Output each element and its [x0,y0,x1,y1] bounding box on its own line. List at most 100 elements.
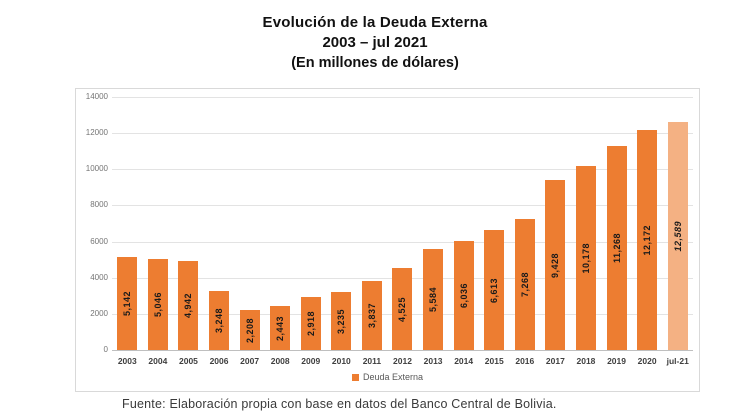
legend-swatch-icon [351,374,359,381]
x-tick-label-2008: 2008 [270,356,290,366]
bar-value-2004: 5,046 [152,292,163,318]
bar-slot-2003: 5,142 [112,97,143,350]
bar-value-2019: 11,268 [611,233,622,264]
bar-2014: 6,036 [453,241,474,350]
bar-slot-2004: 5,046 [143,97,174,350]
bar-value-2012: 4,525 [397,296,408,322]
x-tick-label-2013: 2013 [423,356,443,366]
bar-value-2015: 6,613 [489,277,500,303]
x-tick-label-2014: 2014 [454,356,474,366]
bar-value-2014: 6,036 [458,283,469,309]
bar-slot-2009: 2,918 [295,97,326,350]
x-tick-label-2018: 2018 [576,356,596,366]
plot-area: 5,142 5,046 4,942 3,248 2,208 2,443 2,918 3,235… [112,97,693,351]
x-tick-label-2012: 2012 [393,356,412,366]
bar-2009: 2,918 [300,297,321,350]
chart-title-line2: 2003 – jul 2021 [322,34,428,51]
y-tick-label-10000: 10000 [85,164,108,174]
y-tick-label-0: 0 [103,345,108,354]
bar-2016: 7,268 [514,219,535,350]
bar-slot-2020: 12,172 [632,97,663,350]
bar-value-2017: 9,428 [550,252,561,278]
bar-value-2003: 5,142 [122,291,133,317]
gridline-6000 [112,241,693,243]
x-tick-label-2005: 2005 [178,356,198,366]
y-tick-label-8000: 8000 [90,200,108,210]
x-tick-label-2010: 2010 [331,356,351,366]
bar-slot-2007: 2,208 [234,97,265,350]
bar-2015: 6,613 [484,230,505,350]
bar-slot-2013: 5,584 [418,97,449,350]
bar-jul-21: 12,589 [667,122,688,350]
bar-slot-2014: 6,036 [448,97,479,350]
bar-slot-2016: 7,268 [510,97,541,350]
x-tick-label-2004: 2004 [148,356,168,366]
x-tick-label-2017: 2017 [545,356,565,366]
bar-2004: 5,046 [147,259,168,350]
bar-value-2007: 2,208 [244,317,255,343]
bar-slot-2005: 4,942 [173,97,204,350]
x-tick-label-2006: 2006 [209,356,229,366]
x-tick-label-2007: 2007 [240,356,260,366]
bar-value-jul-21: 12,589 [672,220,683,252]
x-tick-label-2020: 2020 [637,356,657,366]
chart-title-line3: (En millones de dólares) [291,55,459,71]
bar-value-2016: 7,268 [519,272,530,298]
bar-2017: 9,428 [545,180,566,350]
bar-value-2013: 5,584 [428,287,439,313]
bar-2012: 4,525 [392,268,413,350]
y-tick-label-12000: 12000 [85,128,108,138]
bar-2003: 5,142 [117,257,138,350]
bar-slot-2018: 10,178 [571,97,602,350]
chart-title: Evolución de la Deuda Externa 2003 – jul… [0,12,750,74]
x-tick-label-2003: 2003 [117,356,137,366]
x-tick-label-2011: 2011 [362,356,382,366]
gridline-10000 [112,169,693,171]
legend: Deuda Externa [76,372,699,382]
x-tick-label-2016: 2016 [515,356,535,366]
bar-2019: 11,268 [606,146,627,350]
bar-slot-2017: 9,428 [540,97,571,350]
gridline-14000 [112,97,693,98]
bar-slot-2012: 4,525 [387,97,418,350]
bar-value-2009: 2,918 [305,311,316,337]
x-tick-label-2015: 2015 [484,356,504,366]
bar-slot-2006: 3,248 [204,97,235,350]
bar-value-2018: 10,178 [580,242,591,274]
bar-value-2011: 3,837 [366,303,377,329]
x-tick-label-2019: 2019 [607,356,626,366]
bar-2006: 3,248 [209,291,230,350]
x-tick-label-2009: 2009 [301,356,321,366]
y-tick-label-14000: 14000 [85,92,108,101]
bar-value-2008: 2,443 [275,315,286,341]
legend-label: Deuda Externa [362,372,424,382]
bar-2008: 2,443 [270,306,291,350]
y-tick-label-2000: 2000 [90,308,108,318]
bar-slot-2010: 3,235 [326,97,357,350]
bar-2005: 4,942 [178,261,199,350]
bar-slot-2008: 2,443 [265,97,296,350]
bar-2007: 2,208 [239,310,260,350]
bar-value-2010: 3,235 [336,308,347,334]
bar-slot-2011: 3,837 [357,97,388,350]
x-tick-label-jul-21: jul-21 [666,356,689,366]
gridline-12000 [112,133,693,135]
bar-value-2006: 3,248 [214,308,225,334]
bar-slot-2015: 6,613 [479,97,510,350]
y-tick-label-6000: 6000 [90,236,108,246]
source-note: Fuente: Elaboración propia con base en d… [122,397,557,411]
gridline-8000 [112,205,693,207]
bar-value-2005: 4,942 [183,293,194,319]
bar-2011: 3,837 [361,281,382,350]
bar-2010: 3,235 [331,292,352,350]
bar-2020: 12,172 [637,130,658,350]
chart-area: 5,142 5,046 4,942 3,248 2,208 2,443 2,918 3,235… [75,88,700,392]
gridline-0 [112,350,693,351]
bar-slot-2019: 11,268 [601,97,632,350]
bar-2018: 10,178 [575,166,596,350]
bar-2013: 5,584 [423,249,444,350]
bar-value-2020: 12,172 [642,224,653,256]
bar-slot-jul-21: 12,589 [662,97,693,350]
y-tick-label-4000: 4000 [90,272,108,282]
